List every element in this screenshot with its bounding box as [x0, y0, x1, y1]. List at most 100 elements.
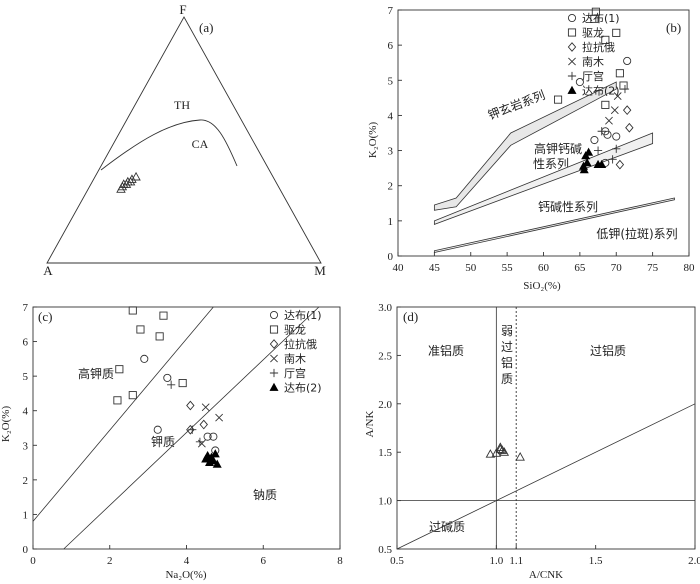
panel-b-legend-marker-2 — [567, 42, 577, 52]
sample-point-circle — [575, 77, 584, 87]
x-tick-label: 80 — [684, 262, 696, 274]
highk-boundary-band — [433, 132, 654, 225]
vertex-right-label: M — [314, 263, 326, 278]
x-tick-label: 0.5 — [390, 555, 404, 567]
y-tick-label: 3.0 — [378, 302, 392, 314]
sample-point-x — [610, 106, 619, 115]
sample-point-circle — [603, 130, 612, 139]
x-tick-label: 50 — [465, 262, 477, 274]
panel-c-legend-marker-1 — [269, 325, 279, 334]
sample-point-diamond — [199, 419, 208, 430]
sample-point-triangle — [584, 147, 594, 156]
sample-point-x — [605, 116, 613, 125]
y-tick-label: 4 — [388, 110, 394, 122]
field-weakly-per-1: 弱 — [501, 324, 513, 338]
panel-c-na2o-k2o: (c) Na₂O(%) K₂O(%) 高钾质 钾质 钠质 0 2 4 6 8 0 1 2 3 4 5… — [0, 302, 343, 581]
sample-point-square — [136, 325, 145, 334]
field-calcalk-label: 钙碱性系列 — [538, 200, 598, 214]
x-tick-label: 8 — [337, 555, 343, 567]
panel-c-legend-marker-2 — [269, 339, 279, 349]
x-tick-label: 65 — [574, 262, 586, 274]
panel-b-legend-label-3: 南木 — [582, 56, 604, 69]
y-tick-label: 2.5 — [378, 350, 392, 362]
sample-point-plus — [188, 425, 197, 434]
sample-point-square — [554, 95, 563, 104]
panel-c-legend-label-3: 南木 — [284, 353, 306, 366]
y-tick-label: 0 — [388, 251, 394, 263]
panel-b-sio2-k2o: (b) SiO₂(%) K₂O(%) 钾玄岩系列 高钾钙碱 性系列 钙碱性系列 … — [367, 5, 695, 292]
field-sodic-label: 钠质 — [253, 487, 277, 502]
sample-point-square — [615, 69, 624, 78]
sample-point-square — [128, 306, 137, 315]
ternary-sample-point — [131, 171, 141, 181]
x-tick-label: 70 — [611, 262, 623, 274]
panel-b-legend-marker-5 — [567, 85, 577, 94]
field-weakly-per-3: 铝 — [501, 355, 513, 370]
vertex-top-label: F — [179, 2, 186, 17]
sample-point-diamond — [186, 424, 195, 435]
ternary-sample-point — [123, 176, 133, 186]
x-tick-label: 60 — [538, 262, 550, 274]
panel-c-legend-marker-0 — [269, 310, 279, 320]
panel-b-legend-marker-1 — [567, 28, 577, 37]
x-tick-label: 75 — [647, 262, 659, 274]
y-tick-label: 4 — [23, 406, 29, 418]
panel-c-legend-label-0: 达布(1) — [284, 309, 322, 322]
sample-point-circle — [209, 432, 218, 441]
field-weakly-per-4: 质 — [501, 372, 513, 386]
x-tick-label: 40 — [393, 262, 405, 274]
x-tick-label: 1.0 — [489, 555, 503, 567]
sample-point-plus — [167, 380, 176, 389]
sample-point-triangle — [497, 445, 508, 454]
sample-point-circle — [153, 425, 162, 434]
panel-c-legend-label-5: 达布(2) — [284, 382, 322, 395]
sample-point-square — [612, 28, 621, 37]
sample-point-square — [619, 81, 628, 90]
ternary-sample-point — [116, 184, 126, 193]
panel-c-legend-label-1: 驱龙 — [284, 324, 306, 337]
panel-c-label: (c) — [38, 309, 52, 324]
sample-point-diamond — [186, 400, 195, 411]
sample-point-diamond — [622, 105, 632, 116]
panel-d-frame — [396, 306, 696, 550]
sample-point-plus — [620, 84, 630, 94]
sample-point-triangle — [582, 158, 592, 167]
vertex-left-label: A — [43, 263, 53, 278]
y-tick-label: 3 — [388, 146, 394, 158]
y-tick-label: 3 — [23, 440, 29, 452]
sample-point-circle — [163, 373, 172, 382]
sample-point-square — [178, 379, 187, 388]
sample-point-x — [613, 92, 622, 101]
sample-point-triangle — [212, 459, 222, 468]
panel-b-legend-label-2: 拉抗俄 — [582, 40, 615, 54]
sample-point-triangle — [597, 159, 607, 169]
x-tick-label: 45 — [429, 262, 441, 274]
panel-c-xlabel: Na₂O(%) — [165, 569, 206, 581]
x-tick-label: 0 — [30, 555, 36, 567]
field-lowk-label: 低钾(拉斑)系列 — [596, 226, 677, 241]
field-peraluminous-label: 过铝质 — [590, 343, 626, 358]
panel-a-ternary: (a) F A M TH CA — [43, 2, 326, 278]
ternary-triangle — [46, 16, 322, 264]
panel-d-label: (d) — [403, 309, 418, 324]
x-tick-label: 2.0 — [688, 555, 700, 567]
sample-point-triangle — [495, 444, 506, 453]
sample-point-square — [601, 100, 610, 109]
panel-b-legend-label-1: 驱龙 — [582, 27, 604, 40]
y-tick-label: 0.5 — [378, 544, 392, 556]
panel-b-legend-marker-3 — [568, 57, 576, 66]
shoshonite-boundary-band — [433, 81, 617, 211]
panel-c-ylabel: K₂O(%) — [0, 406, 12, 443]
sample-point-circle — [612, 132, 621, 141]
panel-b-legend-label-0: 达布(1) — [582, 12, 620, 25]
field-shoshonite-label: 钾玄岩系列 — [486, 87, 547, 123]
sample-point-diamond — [615, 159, 625, 170]
field-potassic-label: 钾质 — [151, 435, 175, 449]
sample-point-x — [201, 403, 210, 412]
y-tick-label: 1 — [23, 509, 29, 521]
panel-c-legend-marker-4 — [269, 368, 279, 378]
sample-point-square — [115, 365, 124, 374]
y-tick-label: 1.0 — [378, 496, 392, 508]
highk-potassic-boundary — [32, 306, 214, 522]
sample-point-square — [159, 311, 168, 320]
